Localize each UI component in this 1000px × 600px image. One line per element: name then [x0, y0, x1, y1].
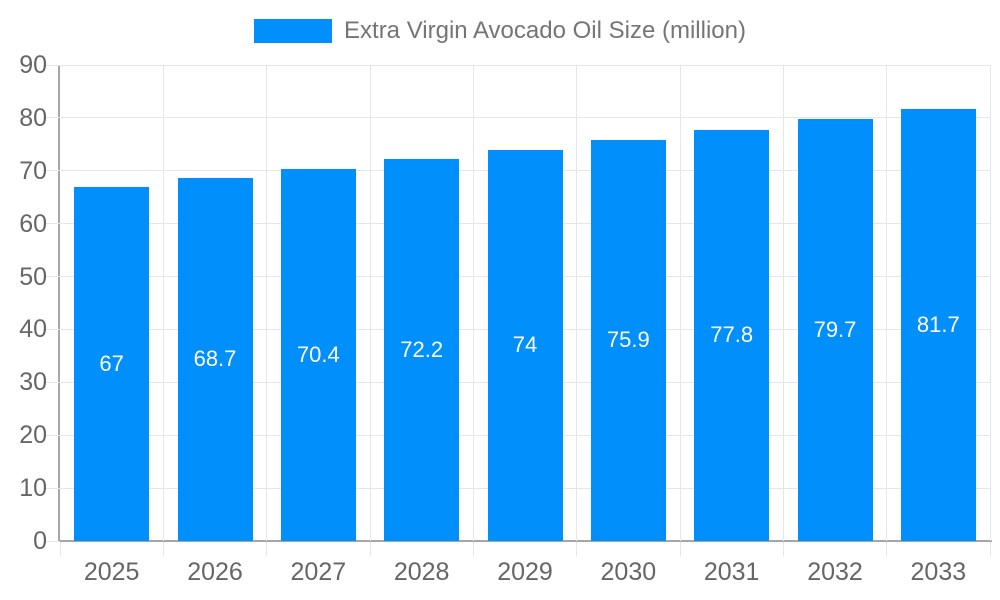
x-tick	[886, 542, 888, 556]
legend-swatch-icon	[254, 19, 333, 43]
y-tick-label: 70	[19, 156, 47, 185]
bar-2025[interactable]: 67	[74, 186, 150, 541]
bar-value-label: 75.9	[606, 327, 650, 353]
bar-2029[interactable]: 74	[487, 149, 563, 541]
legend-label: Extra Virgin Avocado Oil Size (million)	[344, 17, 746, 44]
y-axis-labels: 0 10 20 30 40 50 60 70 80 90	[0, 51, 47, 555]
v-gridline	[886, 65, 888, 541]
y-tick-label: 60	[19, 209, 47, 238]
bar-2030[interactable]: 75.9	[590, 139, 666, 541]
y-tick-label: 20	[19, 421, 47, 450]
chart-legend[interactable]: Extra Virgin Avocado Oil Size (million)	[0, 18, 1000, 44]
bar-2028[interactable]: 72.2	[384, 159, 460, 541]
x-tick-label: 2027	[290, 558, 347, 586]
y-tick-label: 30	[19, 368, 47, 397]
x-tick	[782, 542, 784, 556]
y-tick-label: 90	[19, 51, 47, 79]
x-tick	[266, 542, 268, 556]
x-tick	[472, 542, 474, 556]
y-axis-line	[58, 65, 60, 542]
y-tick	[44, 117, 60, 119]
x-tick	[59, 542, 61, 556]
y-tick	[44, 487, 60, 489]
x-tick-label: 2025	[83, 558, 140, 586]
bar-value-label: 72.2	[400, 337, 444, 363]
y-tick-label: 40	[19, 315, 47, 344]
x-tick-label: 2031	[703, 558, 760, 586]
y-tick-label: 10	[19, 474, 47, 503]
x-axis-line	[58, 540, 992, 542]
x-axis-labels: 2025 2026 2027 2028 2029 2030 2031 2032 2033	[60, 558, 990, 588]
v-gridline	[989, 65, 991, 541]
bar-value-label: 68.7	[193, 346, 237, 372]
plot-area: 67 68.7 70.4 72.2 74 75.9 77.8 79.7 81.7	[44, 64, 991, 556]
bar-2026[interactable]: 68.7	[177, 177, 253, 541]
bar-2031[interactable]: 77.8	[694, 129, 770, 541]
h-gridline	[60, 117, 990, 119]
y-tick	[44, 328, 60, 330]
y-tick	[44, 170, 60, 172]
x-tick-label: 2032	[807, 558, 863, 586]
v-gridline	[782, 65, 784, 541]
v-gridline	[472, 65, 474, 541]
x-tick-label: 2028	[393, 558, 450, 586]
bar-value-label: 79.7	[813, 317, 857, 343]
v-gridline	[369, 65, 371, 541]
v-gridline	[266, 65, 268, 541]
bar-value-label: 77.8	[710, 322, 754, 348]
y-tick	[44, 223, 60, 225]
y-tick	[44, 434, 60, 436]
x-tick	[989, 542, 991, 556]
x-tick	[679, 542, 681, 556]
v-gridline	[679, 65, 681, 541]
x-tick	[369, 542, 371, 556]
x-tick	[576, 542, 578, 556]
x-tick-label: 2030	[600, 558, 657, 586]
y-tick-label: 0	[33, 527, 47, 555]
bar-value-label: 81.7	[916, 311, 960, 337]
bar-2032[interactable]: 79.7	[797, 119, 873, 541]
h-gridline	[60, 64, 990, 66]
x-tick	[162, 542, 164, 556]
v-gridline	[576, 65, 578, 541]
bar-2027[interactable]: 70.4	[280, 168, 356, 541]
x-tick-label: 2026	[187, 558, 243, 586]
x-tick-label: 2033	[910, 558, 967, 586]
bar-2033[interactable]: 81.7	[900, 108, 976, 541]
bar-value-label: 74	[512, 332, 538, 358]
v-gridline	[162, 65, 164, 541]
y-tick	[44, 276, 60, 278]
y-tick	[44, 64, 60, 66]
y-tick-label: 80	[19, 103, 47, 132]
y-tick	[44, 540, 60, 542]
x-tick-label: 2029	[497, 558, 553, 586]
y-tick-label: 50	[19, 262, 47, 291]
bar-value-label: 67	[99, 350, 124, 376]
bar-value-label: 70.4	[296, 341, 340, 367]
y-tick	[44, 381, 60, 383]
